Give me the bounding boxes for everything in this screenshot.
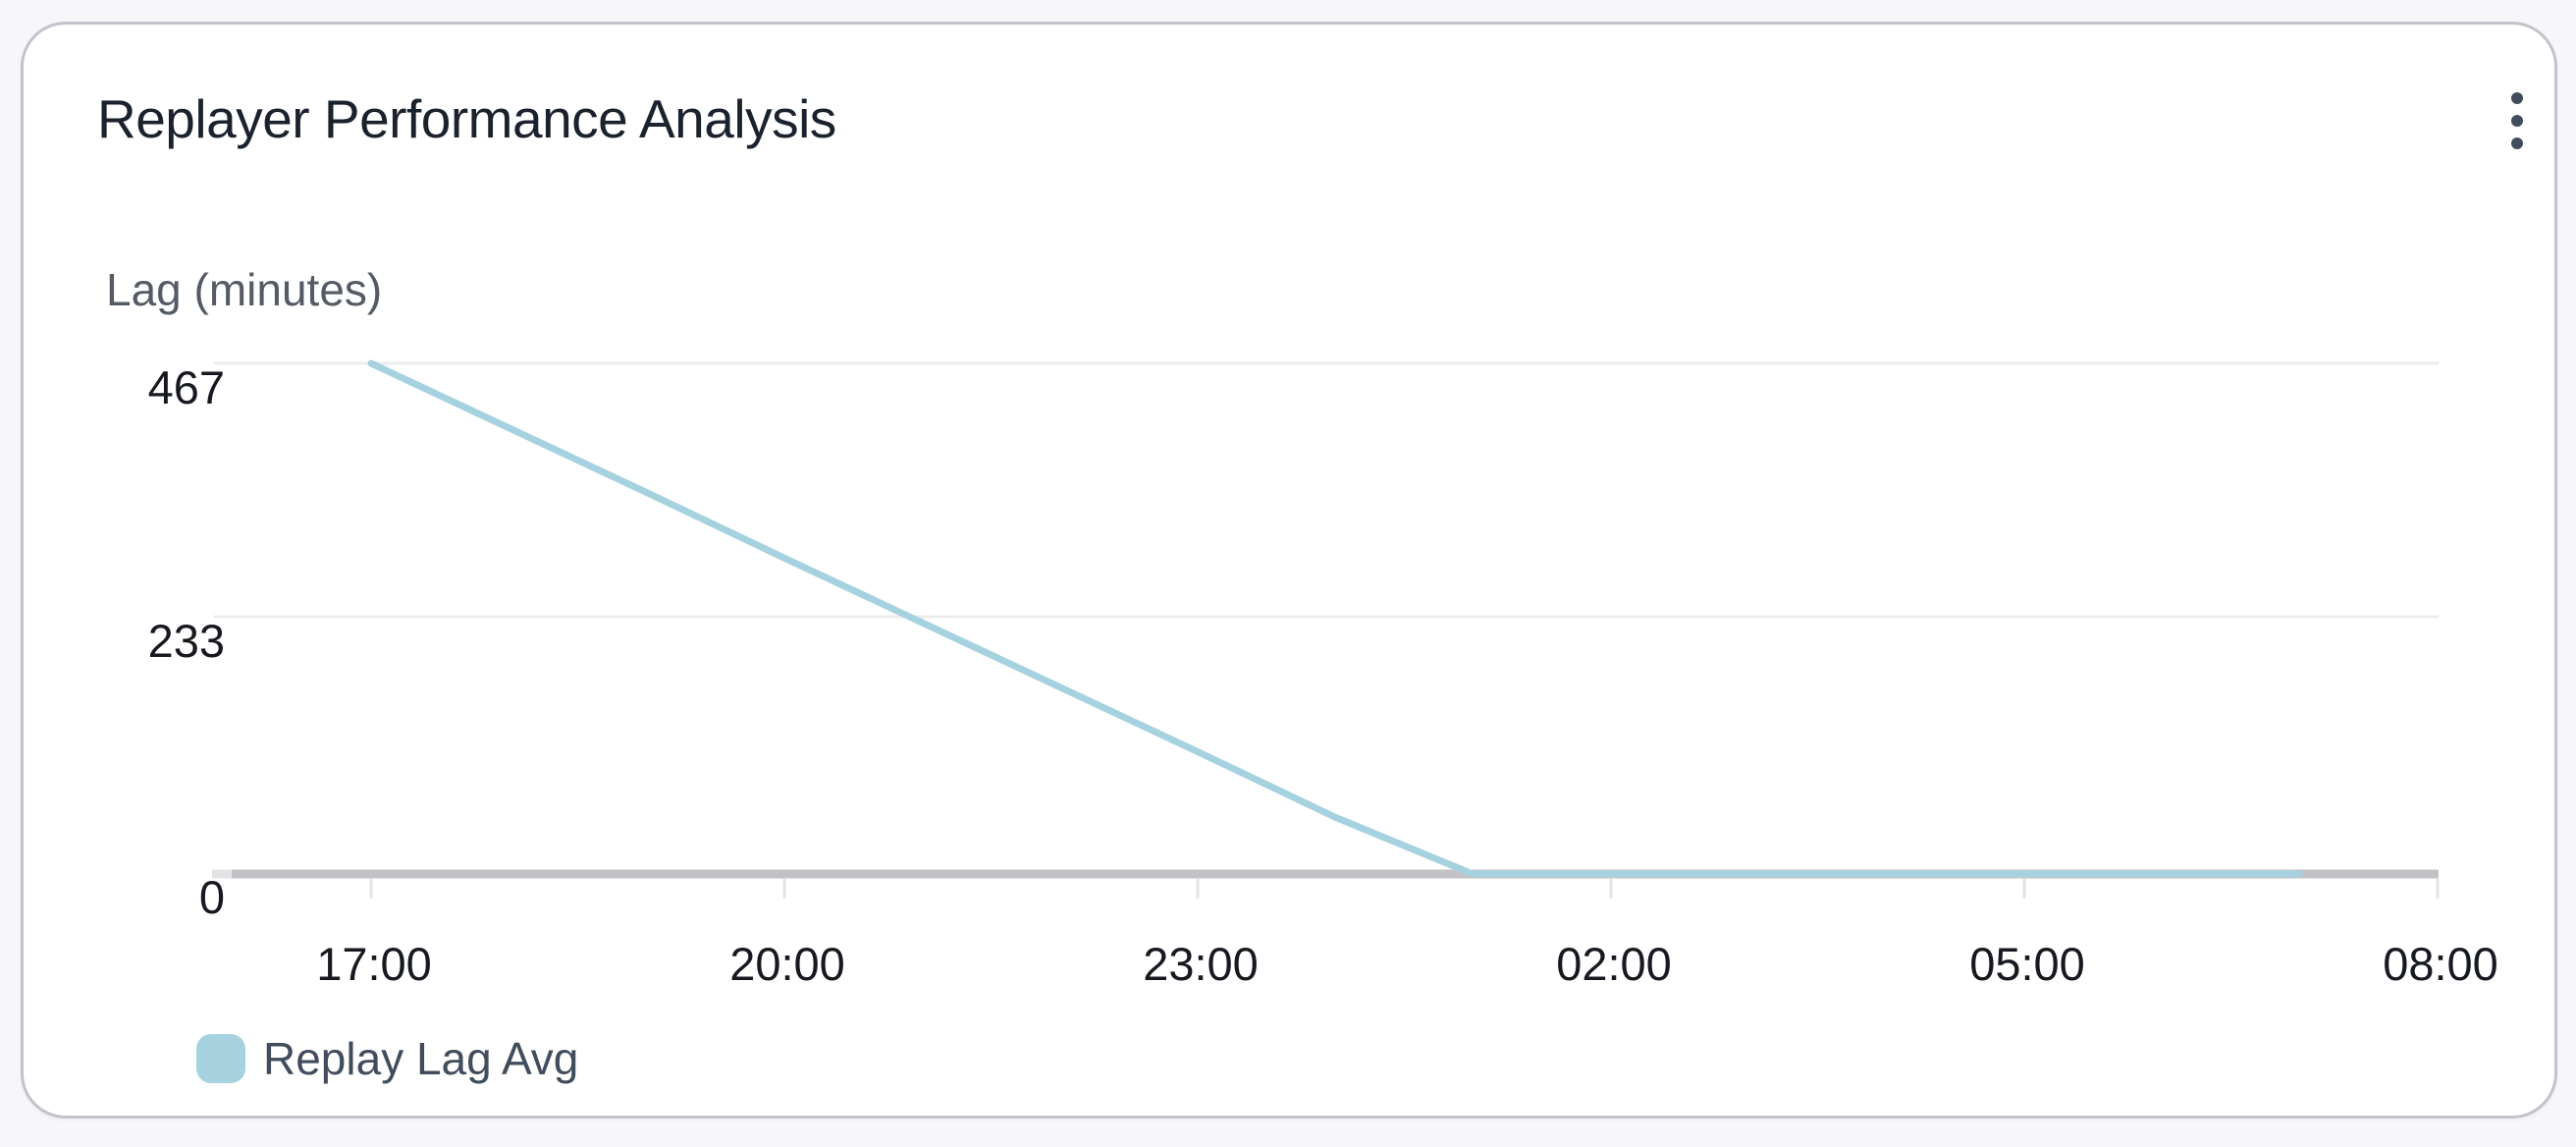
legend-item[interactable]: Replay Lag Avg bbox=[196, 1032, 578, 1085]
kebab-dot bbox=[2511, 137, 2523, 149]
y-tick-label: 0 bbox=[198, 871, 225, 923]
y-tick-label: 233 bbox=[147, 615, 225, 667]
x-tick-label: 08:00 bbox=[2383, 938, 2498, 990]
kebab-dot bbox=[2511, 92, 2523, 104]
x-tick-label: 17:00 bbox=[316, 938, 432, 990]
x-tick-label: 05:00 bbox=[1969, 938, 2085, 990]
kebab-menu-icon bbox=[2511, 92, 2523, 149]
legend-label: Replay Lag Avg bbox=[263, 1033, 579, 1084]
series-line-replay-lag-avg bbox=[367, 359, 2303, 878]
x-tick-label: 23:00 bbox=[1143, 938, 1259, 990]
x-tick-label: 02:00 bbox=[1556, 938, 1672, 990]
chart-widget-card: Replayer Performance Analysis Lag (minut… bbox=[21, 22, 2557, 1119]
y-axis-title: Lag (minutes) bbox=[106, 264, 383, 315]
y-tick-label: 467 bbox=[147, 361, 225, 413]
kebab-dot bbox=[2511, 115, 2523, 127]
widget-title: Replayer Performance Analysis bbox=[97, 88, 836, 149]
kebab-menu-button[interactable] bbox=[2474, 72, 2560, 170]
x-tick-label: 20:00 bbox=[729, 938, 845, 990]
series-color-swatch bbox=[196, 1034, 245, 1083]
